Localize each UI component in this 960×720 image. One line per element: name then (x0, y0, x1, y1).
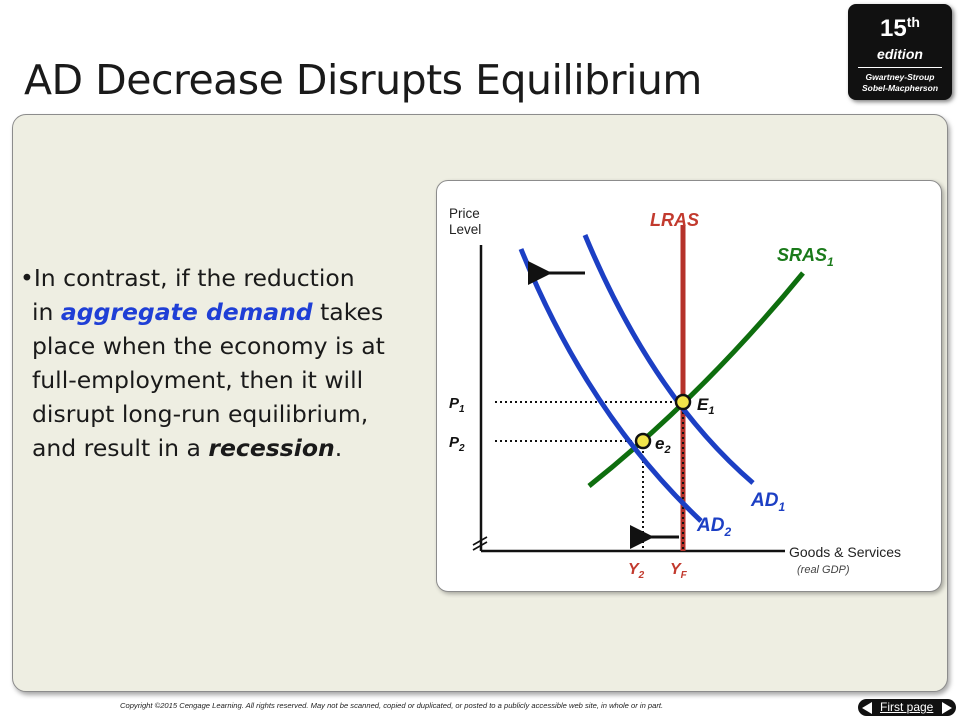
lras-label: LRAS (650, 210, 699, 230)
e2-label: e2 (655, 434, 671, 456)
edition-badge: 15th edition Gwartney-Stroup Sobel-Macph… (848, 4, 952, 100)
bullet-line: and result in a recession. (32, 434, 343, 462)
copyright-notice: Copyright ©2015 Cengage Learning. All ri… (120, 701, 664, 710)
first-page-link[interactable]: First page (880, 700, 934, 714)
diagram-panel: Price Level Goods & Services (real GDP) … (436, 180, 942, 592)
yf-label: YF (670, 561, 688, 581)
next-arrow-icon[interactable] (942, 702, 952, 714)
bullet-text: •In contrast, if the reduction in aggreg… (20, 261, 420, 465)
bullet-line: •In contrast, if the reduction (20, 264, 355, 292)
ad-as-diagram: Price Level Goods & Services (real GDP) … (449, 206, 901, 581)
e1-point (674, 393, 692, 411)
aggregate-demand-emphasis: aggregate demand (60, 298, 313, 326)
y-axis-label: Price (449, 206, 480, 221)
edition-word: edition (877, 46, 923, 62)
p1-label: P1 (449, 395, 465, 415)
first-page-button[interactable]: First page (858, 699, 956, 716)
sras-label: SRAS1 (777, 245, 834, 269)
previous-arrow-icon[interactable] (862, 702, 872, 714)
y2-label: Y2 (628, 561, 645, 581)
bullet-line: full-employment, then it will (32, 366, 364, 394)
badge-divider (858, 67, 942, 68)
edition-number: 15th (880, 14, 920, 42)
x-axis-sublabel: (real GDP) (797, 564, 850, 576)
x-axis-label: Goods & Services (789, 544, 901, 560)
ad2-curve (518, 248, 703, 523)
slide-title: AD Decrease Disrupts Equilibrium (24, 56, 702, 104)
recession-emphasis: recession (208, 434, 335, 462)
bullet-line: in aggregate demand takes (32, 298, 384, 326)
ad1-curve (582, 234, 755, 485)
badge-authors: Gwartney-Stroup Sobel-Macpherson (861, 72, 939, 93)
ad1-label: AD1 (750, 490, 785, 514)
y-axis-label: Level (449, 222, 481, 237)
ad2-label: AD2 (696, 515, 731, 539)
e2-point (634, 432, 652, 450)
bullet-line: disrupt long-run equilibrium, (32, 400, 369, 428)
bullet-line: place when the economy is at (32, 332, 385, 360)
sras-curve (587, 271, 805, 488)
e1-label: E1 (697, 395, 714, 417)
p2-label: P2 (449, 434, 465, 454)
axis-break-icon (472, 536, 488, 551)
